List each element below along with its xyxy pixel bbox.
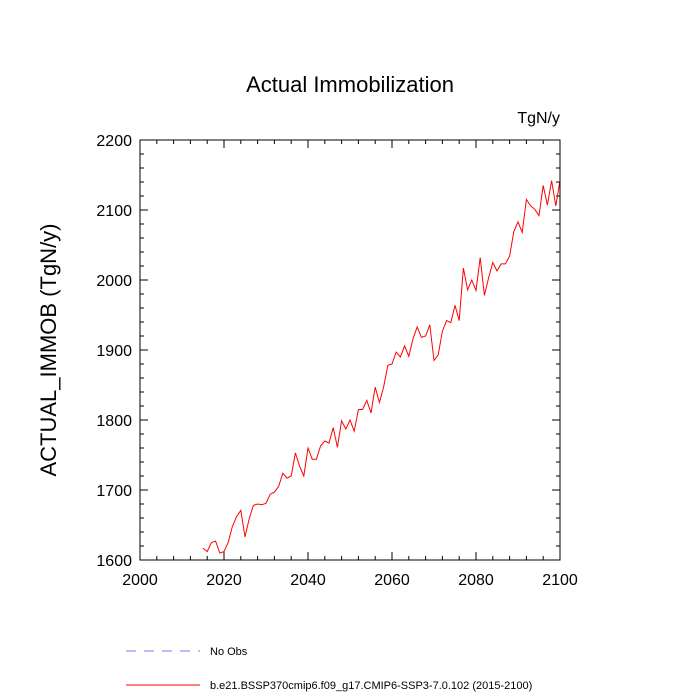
y-axis-label: ACTUAL_IMMOB (TgN/y) bbox=[36, 223, 61, 476]
x-tick-label: 2020 bbox=[206, 572, 242, 589]
y-tick-label: 1600 bbox=[96, 553, 132, 570]
y-tick-label: 1800 bbox=[96, 413, 132, 430]
series-line bbox=[202, 180, 561, 554]
x-tick-label: 2100 bbox=[542, 572, 578, 589]
y-axis-ticks: 1600 1700 1800 1900 2000 2100 2200 bbox=[96, 133, 560, 570]
series-layer bbox=[202, 180, 561, 554]
legend-label: No Obs bbox=[210, 646, 248, 658]
x-tick-label: 2060 bbox=[374, 572, 410, 589]
y-tick-label: 2000 bbox=[96, 273, 132, 290]
x-axis-ticks: 2000 2020 2040 2060 2080 2100 bbox=[122, 140, 578, 589]
x-tick-label: 2040 bbox=[290, 572, 326, 589]
legend-label: b.e21.BSSP370cmip6.f09_g17.CMIP6-SSP3-7.… bbox=[210, 680, 532, 692]
x-tick-label: 2000 bbox=[122, 572, 158, 589]
x-tick-label: 2080 bbox=[458, 572, 494, 589]
y-tick-label: 2100 bbox=[96, 203, 132, 220]
y-tick-label: 2200 bbox=[96, 133, 132, 150]
y-tick-label: 1700 bbox=[96, 483, 132, 500]
units-label: TgN/y bbox=[517, 110, 560, 127]
legend: No Obs b.e21.BSSP370cmip6.f09_g17.CMIP6-S… bbox=[126, 646, 532, 692]
chart-title: Actual Immobilization bbox=[246, 72, 454, 97]
plot-frame bbox=[139, 139, 561, 561]
y-tick-label: 1900 bbox=[96, 343, 132, 360]
